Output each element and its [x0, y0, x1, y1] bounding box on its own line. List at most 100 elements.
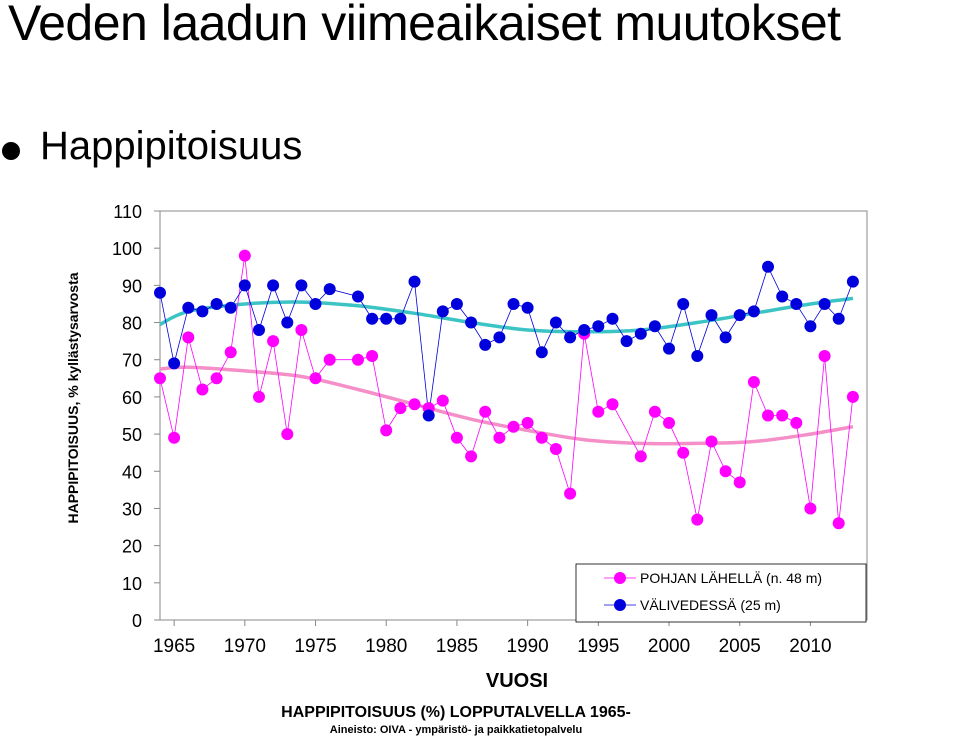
data-point-bottom: [733, 476, 746, 489]
legend-label-bottom: POHJAN LÄHELLÄ (n. 48 m): [640, 570, 822, 586]
legend: POHJAN LÄHELLÄ (n. 48 m) VÄLIVEDESSÄ (25…: [575, 563, 867, 623]
x-tick-label: 2010: [789, 636, 831, 657]
data-point-bottom: [719, 465, 732, 478]
data-point-mid: [776, 290, 789, 303]
slide-title: Veden laadun viimeaikaiset muutokset: [8, 0, 841, 51]
bullet-dot-icon: [2, 142, 20, 160]
data-point-bottom: [535, 431, 548, 444]
data-point-bottom: [677, 446, 690, 459]
data-point-mid: [436, 305, 449, 318]
data-point-bottom: [436, 394, 449, 407]
data-point-bottom: [493, 431, 506, 444]
y-tick-label: 40: [122, 462, 142, 482]
x-tick-label: 1965: [153, 636, 195, 657]
data-point-bottom: [450, 431, 463, 444]
data-point-bottom: [507, 420, 520, 433]
data-point-bottom: [182, 331, 195, 344]
data-point-mid: [663, 342, 675, 355]
data-point-bottom: [210, 372, 223, 385]
y-axis-label: HAPPIPITOISUUS, % kyllästysarvosta: [65, 272, 81, 523]
data-point-bottom: [606, 398, 619, 411]
data-point-bottom: [762, 409, 774, 422]
data-point-mid: [719, 331, 732, 344]
x-tick-label: 1975: [294, 636, 336, 657]
data-point-mid: [549, 316, 562, 329]
data-point-bottom: [352, 353, 364, 366]
data-point-mid: [168, 357, 181, 370]
bullet-item: Happipitoisuus: [0, 124, 500, 180]
data-point-mid: [521, 301, 534, 314]
data-point-mid: [479, 338, 492, 351]
chart-title: HAPPIPITOISUUS (%) LOPPUTALVELLA 1965-: [281, 704, 631, 721]
data-point-mid: [620, 335, 633, 348]
data-point-mid: [450, 298, 463, 310]
data-point-bottom: [747, 376, 760, 388]
data-point-bottom: [154, 372, 166, 385]
data-point-mid: [309, 298, 322, 310]
data-point-bottom: [705, 435, 718, 448]
data-point-mid: [535, 346, 548, 359]
data-point-mid: [762, 260, 774, 273]
data-point-mid: [465, 316, 478, 329]
data-series: [154, 249, 859, 530]
data-point-bottom: [776, 409, 789, 422]
data-point-bottom: [846, 390, 859, 403]
x-tick-label: 1980: [365, 636, 407, 657]
series-line-mid: [159, 265, 854, 416]
data-point-bottom: [380, 424, 393, 437]
data-point-mid: [253, 324, 265, 336]
x-tick-label: 1985: [436, 636, 478, 657]
data-point-bottom: [691, 513, 704, 526]
data-point-bottom: [521, 416, 534, 429]
data-point-bottom: [309, 372, 322, 385]
data-point-mid: [846, 275, 859, 288]
y-tick-label: 80: [122, 314, 142, 334]
data-point-mid: [832, 312, 845, 325]
data-point-bottom: [408, 398, 421, 411]
data-point-bottom: [634, 450, 647, 463]
data-point-bottom: [224, 346, 237, 359]
data-point-bottom: [818, 350, 831, 362]
series-line-bottom: [159, 255, 854, 524]
x-tick-label: 1970: [224, 636, 266, 657]
data-point-bottom: [253, 390, 265, 403]
y-tick-label: 70: [122, 351, 142, 371]
y-tick-label: 110: [113, 202, 142, 222]
data-point-mid: [493, 331, 506, 344]
data-point-bottom: [323, 353, 336, 366]
data-point-mid: [295, 279, 308, 292]
data-point-bottom: [804, 502, 817, 515]
data-point-bottom: [281, 428, 294, 441]
data-point-mid: [578, 324, 591, 336]
data-point-mid: [323, 283, 336, 296]
data-point-bottom: [832, 517, 845, 530]
data-point-bottom: [648, 405, 661, 418]
y-tick-label: 20: [122, 537, 142, 557]
data-point-bottom: [238, 249, 251, 262]
x-tick-label: 1990: [506, 636, 548, 657]
data-point-mid: [196, 305, 209, 318]
data-point-bottom: [663, 416, 675, 429]
data-point-mid: [691, 350, 704, 362]
data-point-mid: [564, 331, 577, 344]
data-point-mid: [818, 298, 831, 310]
data-point-mid: [677, 298, 690, 310]
data-point-mid: [210, 298, 223, 310]
data-point-bottom: [549, 443, 562, 455]
data-point-mid: [366, 312, 379, 325]
y-tick-label: 30: [122, 499, 142, 519]
data-point-mid: [592, 320, 605, 333]
data-point-bottom: [366, 350, 379, 362]
data-point-mid: [408, 275, 421, 288]
data-point-bottom: [790, 416, 803, 429]
x-tick-label: 1995: [577, 636, 619, 657]
data-point-mid: [705, 309, 718, 322]
data-point-mid: [267, 279, 280, 292]
legend-marker-mid-icon: [614, 599, 626, 611]
x-tick-label: 2000: [648, 636, 690, 657]
data-point-bottom: [295, 324, 308, 336]
data-point-mid: [281, 316, 294, 329]
y-tick-label: 60: [122, 388, 142, 408]
legend-marker-bottom-icon: [614, 572, 626, 584]
